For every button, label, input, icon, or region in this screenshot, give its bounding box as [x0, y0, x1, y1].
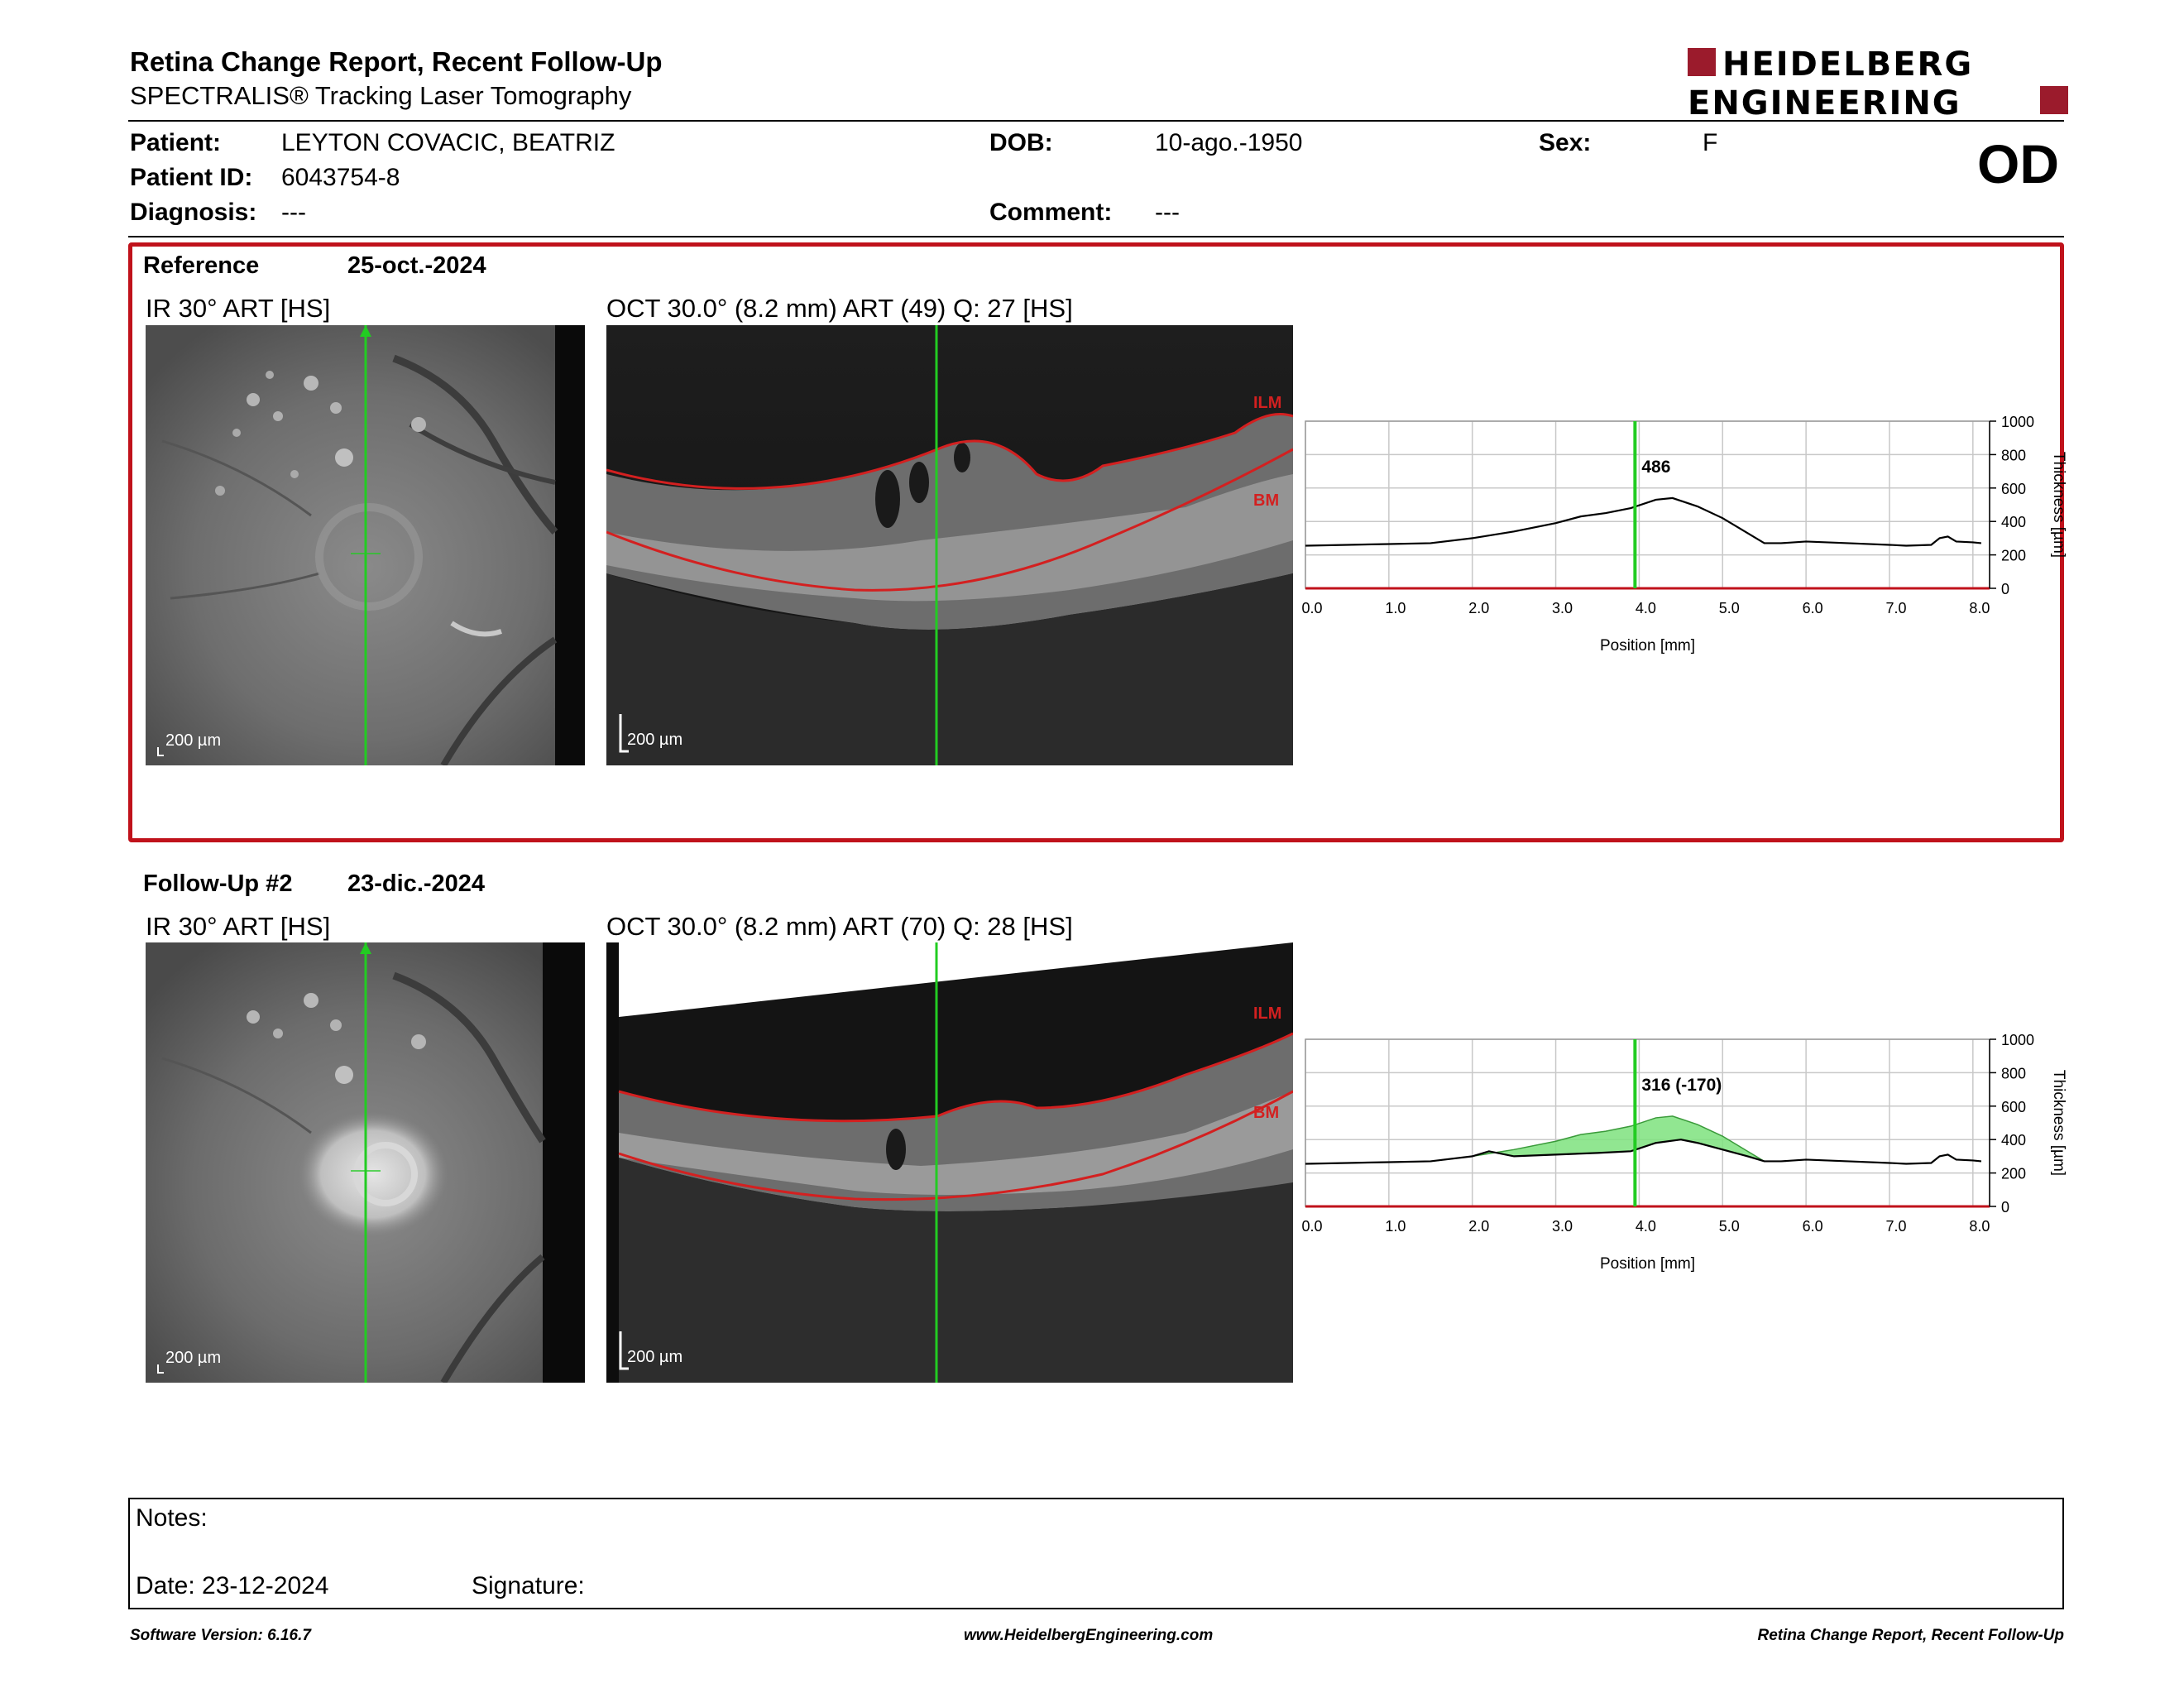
x-tick-label: 5.0: [1719, 600, 1740, 616]
y-tick-label: 600: [2001, 481, 2026, 497]
svg-text:HEIDELBERG: HEIDELBERG: [1722, 46, 1973, 84]
plot-frame: [1305, 420, 1990, 589]
y-tick-label: 1000: [2001, 1032, 2034, 1048]
chart-ticks: 0 200 400 600 800 1000 0.0 1.0 2.0 3.0 4.0 5.0 6.0 7.…: [1301, 414, 2034, 616]
reference-date: 25-oct.-2024: [347, 252, 486, 279]
header-divider: [128, 120, 2064, 122]
cursor-value-label: 316 (-170): [1641, 1076, 1722, 1095]
signature-label: Signature:: [472, 1572, 585, 1599]
x-tick-label: 7.0: [1885, 1218, 1906, 1235]
y-tick-label: 1000: [2001, 414, 2034, 430]
y-tick-label: 0: [2001, 1199, 2009, 1216]
svg-text:200 µm: 200 µm: [165, 1349, 221, 1367]
sex-label: Sex:: [1539, 129, 1592, 156]
svg-text:200 µm: 200 µm: [165, 731, 221, 750]
followup-thickness-chart: 316 (-170) 0 200 400 600 800 1000 0.0 1.0 2.0 3.0…: [1301, 1032, 2067, 1273]
chart-lines: [1305, 496, 1982, 547]
x-tick-label: 6.0: [1803, 1218, 1823, 1235]
reference-ir-label: IR 30° ART [HS]: [146, 294, 331, 323]
notes-date: Date: 23-12-2024: [136, 1572, 329, 1599]
chart-cursor: 316 (-170): [1633, 1039, 1722, 1206]
report-subtitle: SPECTRALIS® Tracking Laser Tomography: [130, 81, 632, 110]
diagnosis-label: Diagnosis:: [130, 199, 257, 226]
diagnosis-value: ---: [281, 199, 306, 226]
svg-text:ILM: ILM: [1253, 1005, 1281, 1023]
x-tick-label: 4.0: [1636, 600, 1656, 616]
followup-ir-label: IR 30° ART [HS]: [146, 912, 331, 941]
followup-date: 23-dic.-2024: [347, 870, 486, 897]
svg-text:200 µm: 200 µm: [627, 731, 682, 749]
svg-text:BM: BM: [1253, 492, 1279, 510]
footer-software-version: Software Version: 6.16.7: [130, 1627, 311, 1644]
y-axis-label: Thickness [µm]: [2050, 1070, 2067, 1176]
reference-thickness-chart: 486 0 200 400 600 800 1000 0.0 1.0 2.0 3.0 4.0 5.0 6…: [1301, 414, 2067, 655]
y-tick-label: 600: [2001, 1099, 2026, 1115]
thickness-series-line: [1305, 1139, 1982, 1165]
dob-value: 10-ago.-1950: [1155, 129, 1303, 156]
y-tick-label: 200: [2001, 1166, 2026, 1182]
eye-laterality: OD: [1977, 133, 2059, 194]
comment-value: ---: [1155, 199, 1180, 226]
chart-grid: [1305, 1038, 1990, 1208]
x-axis-label: Position [mm]: [1600, 1255, 1695, 1273]
cursor-value-label: 486: [1641, 458, 1670, 477]
x-tick-label: 3.0: [1552, 600, 1573, 616]
x-tick-label: 4.0: [1636, 1218, 1656, 1235]
report-title: Retina Change Report, Recent Follow-Up: [130, 46, 663, 77]
x-tick-label: 2.0: [1468, 600, 1489, 616]
x-tick-label: 2.0: [1468, 1218, 1489, 1235]
x-tick-label: 1.0: [1385, 1218, 1406, 1235]
comment-label: Comment:: [989, 199, 1113, 226]
y-tick-label: 400: [2001, 514, 2026, 530]
svg-text:200 µm: 200 µm: [627, 1348, 682, 1366]
reference-label: Reference: [143, 252, 260, 279]
reference-ir-fundus-image: 200 µm: [146, 325, 585, 765]
reference-oct-label: OCT 30.0° (8.2 mm) ART (49) Q: 27 [HS]: [606, 294, 1073, 323]
svg-text:ENGINEERING: ENGINEERING: [1688, 84, 1961, 119]
chart-ticks: 0 200 400 600 800 1000 0.0 1.0 2.0 3.0 4.0 5.0 6.0 7.…: [1301, 1032, 2034, 1235]
x-tick-label: 0.0: [1301, 600, 1322, 616]
x-tick-label: 6.0: [1803, 600, 1823, 616]
y-tick-label: 200: [2001, 548, 2026, 564]
followup-oct-label: OCT 30.0° (8.2 mm) ART (70) Q: 28 [HS]: [606, 912, 1073, 941]
notes-box[interactable]: [128, 1498, 2064, 1609]
chart-grid: [1305, 420, 1990, 590]
x-tick-label: 5.0: [1719, 1218, 1740, 1235]
x-tick-label: 3.0: [1552, 1218, 1573, 1235]
patient-divider: [128, 236, 2064, 237]
chart-lines: [1305, 1139, 1982, 1165]
y-tick-label: 800: [2001, 1065, 2026, 1081]
patient-label: Patient:: [130, 129, 222, 156]
followup-oct-bscan-image: ILM BM 200 µm: [606, 942, 1293, 1383]
heidelberg-logo: HEIDELBERG ENGINEERING: [1688, 46, 2068, 119]
followup-ir-fundus-image: 200 µm: [146, 942, 585, 1383]
thickness-series-line: [1305, 496, 1982, 547]
reference-oct-bscan-image: ILM BM 200 µm: [606, 325, 1293, 765]
followup-label: Follow-Up #2: [143, 870, 293, 897]
x-tick-label: 8.0: [1969, 1218, 1990, 1235]
chart-cursor: 486: [1633, 421, 1670, 588]
sex-value: F: [1703, 129, 1718, 156]
y-tick-label: 800: [2001, 447, 2026, 463]
footer-report-name: Retina Change Report, Recent Follow-Up: [1757, 1627, 2064, 1644]
reference-section-frame: [128, 242, 2064, 842]
y-tick-label: 400: [2001, 1132, 2026, 1149]
x-tick-label: 7.0: [1885, 600, 1906, 616]
patient-id-value: 6043754-8: [281, 164, 400, 191]
x-tick-label: 1.0: [1385, 600, 1406, 616]
footer-website-link[interactable]: www.HeidelbergEngineering.com: [964, 1627, 1214, 1644]
patient-id-label: Patient ID:: [130, 164, 253, 191]
x-axis-label: Position [mm]: [1600, 637, 1695, 655]
x-tick-label: 8.0: [1969, 600, 1990, 616]
notes-label: Notes:: [136, 1504, 208, 1532]
svg-text:BM: BM: [1253, 1104, 1279, 1122]
svg-text:ILM: ILM: [1253, 394, 1281, 412]
y-tick-label: 0: [2001, 581, 2009, 597]
dob-label: DOB:: [989, 129, 1053, 156]
y-axis-label: Thickness [µm]: [2050, 452, 2067, 558]
x-tick-label: 0.0: [1301, 1218, 1322, 1235]
patient-name: LEYTON COVACIC, BEATRIZ: [281, 129, 615, 156]
